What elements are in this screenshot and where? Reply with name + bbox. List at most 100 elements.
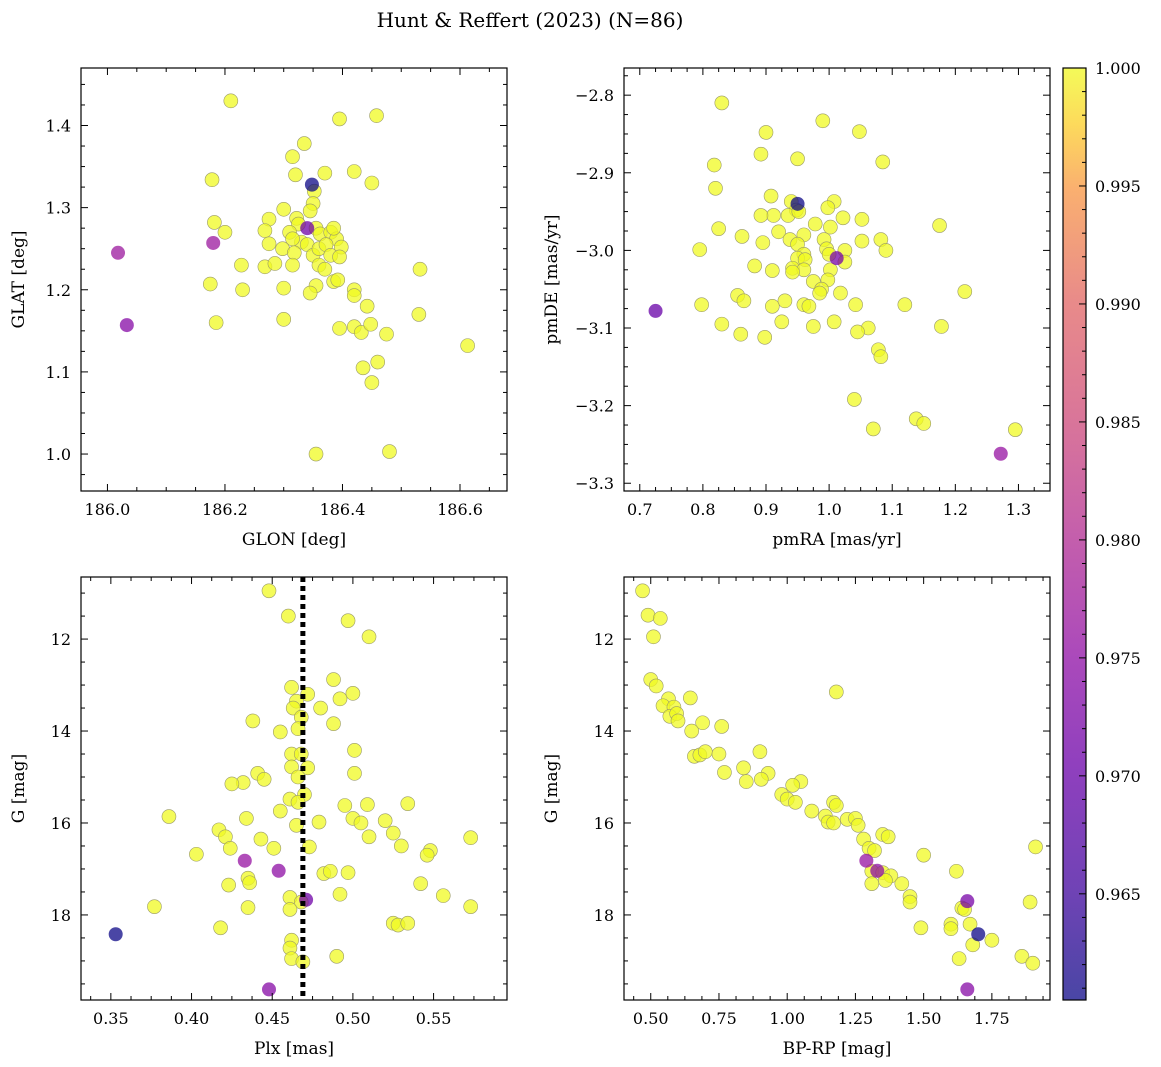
data-point — [766, 208, 781, 223]
colorbar-gradient — [1063, 68, 1086, 1000]
colorbar: 0.965 0.970 0.975 0.980 0.985 0.990 0.995 1.000 — [1062, 59, 1141, 1001]
data-point — [902, 894, 918, 910]
data-point — [698, 744, 713, 760]
data-point — [111, 245, 126, 260]
data-point — [311, 814, 327, 830]
y-tick-label: 1.3 — [46, 199, 71, 218]
data-point — [864, 876, 880, 891]
y-tick-label: 16 — [594, 814, 614, 833]
x-tick-label: 0.50 — [335, 1009, 371, 1028]
y-axis-label: pmDE [mas/yr] — [542, 214, 562, 344]
data-point — [411, 307, 427, 322]
x-tick-label: 0.45 — [254, 1009, 290, 1028]
x-tick-label: 1.3 — [1006, 500, 1031, 519]
y-tick-label: 14 — [51, 722, 71, 741]
data-point — [648, 303, 663, 318]
data-point — [736, 293, 752, 309]
data-point — [747, 258, 762, 274]
colorbar-tick-label: 0.965 — [1095, 885, 1141, 904]
data-point — [235, 282, 250, 298]
data-point — [829, 251, 844, 266]
colorbar-tick-label: 1.000 — [1095, 59, 1141, 78]
data-point — [400, 915, 416, 931]
data-point — [237, 853, 252, 868]
data-point — [785, 264, 800, 280]
data-point — [765, 263, 780, 278]
data-point — [848, 297, 863, 313]
data-point — [1014, 949, 1030, 964]
data-point — [245, 713, 261, 729]
x-tick-label: 0.9 — [753, 500, 778, 519]
data-point — [272, 724, 288, 740]
x-tick-label: 1.75 — [974, 1009, 1010, 1028]
x-tick-label: 0.8 — [690, 500, 715, 519]
data-point — [266, 840, 282, 856]
y-tick-label: 12 — [51, 630, 71, 649]
data-point — [916, 847, 931, 863]
data-point — [932, 218, 947, 233]
data-point — [234, 257, 249, 273]
colorbar-tick-label: 0.975 — [1095, 649, 1141, 668]
data-point — [330, 272, 346, 288]
axes-frame — [80, 576, 508, 1001]
colorbar-tick-label: 0.980 — [1095, 531, 1141, 550]
data-point — [221, 877, 236, 893]
data-point — [714, 95, 730, 111]
panels: 186.0 186.2 186.4 186.6 1.0 1.1 1.2 1.3 1.4 GLON … — [9, 67, 1051, 1059]
data-point — [777, 293, 793, 309]
data-point — [359, 298, 375, 314]
data-point — [897, 297, 913, 313]
data-point — [820, 200, 836, 216]
data-point — [717, 765, 732, 780]
axes-frame — [623, 576, 1051, 1001]
data-point — [347, 766, 362, 781]
x-tick-label: 0.50 — [633, 1009, 669, 1028]
data-point — [463, 899, 478, 914]
y-tick-label: 14 — [594, 722, 614, 741]
data-point — [302, 839, 317, 855]
y-tick-label: 18 — [51, 906, 71, 925]
data-point — [738, 774, 754, 789]
data-point — [223, 93, 239, 109]
data-point — [859, 853, 874, 868]
x-axis-label: GLON [deg] — [242, 530, 346, 550]
data-point — [267, 256, 283, 271]
data-point — [790, 151, 805, 167]
data-point — [364, 375, 380, 390]
data-point — [753, 146, 769, 162]
data-point — [412, 261, 428, 277]
x-tick-label: 0.40 — [174, 1009, 210, 1028]
data-point — [646, 629, 661, 645]
data-point — [289, 817, 304, 833]
data-point — [993, 446, 1008, 461]
data-point — [285, 149, 300, 165]
data-point — [934, 319, 949, 334]
scatter-panel-bottom-left: 0.35 0.40 0.45 0.50 0.55 12 14 16 18 Plx [mas] G [… — [9, 576, 508, 1059]
data-point — [684, 723, 699, 739]
data-point — [826, 815, 841, 831]
data-point — [302, 285, 318, 301]
data-point — [670, 713, 686, 729]
x-axis-label: BP-RP [mag] — [783, 1039, 892, 1059]
data-point — [413, 876, 428, 891]
data-point — [332, 249, 347, 265]
data-point — [758, 125, 774, 140]
data-point — [829, 798, 844, 813]
data-point — [345, 686, 361, 701]
data-points — [635, 583, 1043, 997]
data-point — [755, 235, 771, 250]
y-tick-label: 1.0 — [46, 445, 71, 464]
colorbar-tick-label: 0.985 — [1095, 413, 1141, 432]
x-tick-label: 0.35 — [93, 1009, 129, 1028]
data-point — [870, 863, 885, 878]
data-point — [460, 338, 475, 353]
y-tick-label: −3.1 — [575, 319, 614, 338]
data-point — [281, 608, 296, 624]
data-point — [360, 797, 375, 812]
x-tick-label: 186.4 — [320, 500, 366, 519]
figure-title: Hunt & Reffert (2023) (N=86) — [377, 8, 684, 32]
data-point — [313, 700, 328, 716]
data-point — [815, 113, 831, 129]
data-point — [640, 607, 656, 623]
data-point — [347, 743, 362, 758]
